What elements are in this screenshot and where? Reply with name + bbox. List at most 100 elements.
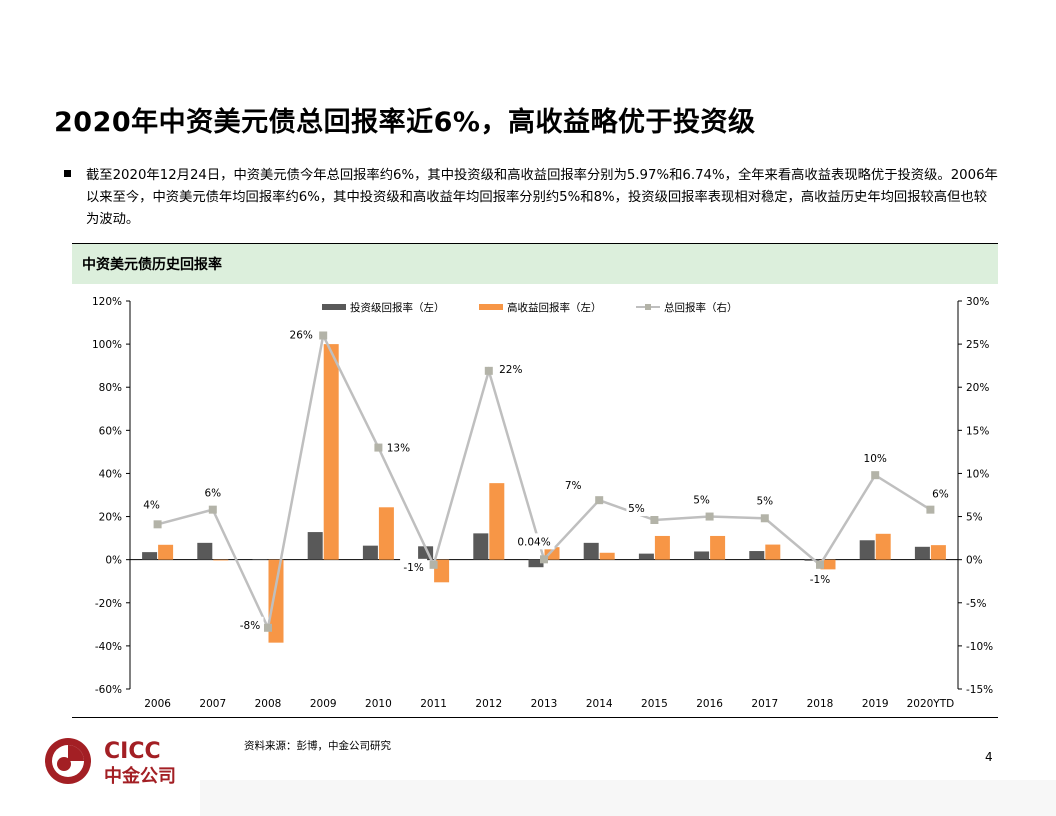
- data-label-box: [287, 326, 315, 343]
- x-tick-label: 2016: [696, 698, 723, 710]
- data-label-box: [384, 439, 412, 456]
- legend-label: 投资级回报率（左）: [350, 301, 445, 314]
- data-label-box: [563, 477, 584, 494]
- hy-bar: [378, 507, 394, 560]
- x-tick-label: 2013: [531, 698, 558, 710]
- left-tick-label: -40%: [95, 641, 122, 653]
- legend-label: 总回报率（右）: [664, 301, 738, 314]
- data-label-box: [754, 492, 775, 509]
- total-return-marker: [374, 443, 383, 452]
- total-return-marker: [153, 520, 162, 529]
- hy-bar: [820, 559, 836, 570]
- total-return-marker: [540, 555, 548, 564]
- data-label: -8%: [240, 620, 260, 632]
- legend-swatch: [322, 304, 346, 310]
- data-label: 7%: [565, 480, 582, 492]
- panel-top-rule: [72, 243, 998, 244]
- left-tick-label: 40%: [99, 468, 122, 480]
- hy-bar: [765, 544, 781, 560]
- x-tick-label: 2010: [365, 698, 392, 710]
- ig-bar: [473, 533, 489, 560]
- data-label: 5%: [628, 503, 645, 515]
- hy-bar: [654, 535, 670, 560]
- hy-bar: [710, 535, 726, 560]
- data-label-box: [236, 616, 264, 633]
- logo-text-chinese: 中金公司: [104, 765, 176, 787]
- page-title: 2020年中资美元债总回报率近6%，高收益略优于投资级: [54, 107, 756, 138]
- data-label-box: [141, 496, 162, 513]
- ig-bar: [362, 545, 378, 560]
- x-tick-label: 2014: [586, 698, 613, 710]
- panel-bottom-rule: [72, 717, 998, 718]
- returns-chart: -60% -40% -20% 0% 20% 40% 60% 80% 100% 120% -15% -1…: [92, 296, 993, 710]
- right-tick-label: 10%: [966, 468, 989, 480]
- bullet-marker: [64, 170, 71, 177]
- hy-bar: [599, 552, 615, 560]
- hy-bar: [323, 344, 339, 560]
- source-note: 资料来源：彭博，中金公司研究: [244, 740, 391, 752]
- hy-bar: [434, 559, 450, 583]
- data-label-box: [626, 500, 647, 517]
- total-return-marker: [705, 512, 714, 521]
- legend-label: 高收益回报率（左）: [507, 301, 602, 314]
- hy-bar: [930, 545, 946, 560]
- legend-swatch: [479, 304, 503, 310]
- left-tick-label: 100%: [92, 339, 122, 351]
- data-label: 4%: [143, 499, 160, 511]
- ig-bar: [197, 542, 213, 560]
- left-tick-label: -60%: [95, 684, 122, 696]
- data-label: 6%: [932, 489, 949, 501]
- data-label-box: [400, 558, 428, 575]
- footer-band: [200, 780, 1056, 816]
- chart-panel-header: 中资美元债历史回报率: [72, 244, 998, 284]
- total-return-marker: [650, 516, 659, 525]
- hy-bar: [875, 533, 891, 560]
- cicc-logo-graphic: CICC 中金公司: [45, 738, 176, 787]
- ig-bar: [749, 551, 765, 560]
- left-tick-label: 120%: [92, 296, 122, 308]
- data-label: 10%: [864, 453, 887, 465]
- x-tick-label: 2008: [255, 698, 282, 710]
- ig-bar: [804, 559, 820, 561]
- data-label: 0.04%: [517, 536, 550, 548]
- left-tick-label: 20%: [99, 512, 122, 524]
- data-label-box: [930, 485, 951, 502]
- ig-bar: [859, 540, 875, 560]
- right-tick-label: -10%: [966, 641, 993, 653]
- data-label: 26%: [290, 329, 313, 341]
- x-tick-label: 2015: [641, 698, 668, 710]
- ig-bar: [638, 553, 654, 560]
- data-label: 6%: [204, 488, 221, 500]
- ig-bar: [252, 559, 268, 560]
- total-return-marker: [319, 331, 328, 340]
- total-return-marker: [816, 560, 824, 569]
- x-tick-label: 2017: [751, 698, 778, 710]
- data-label: 5%: [693, 495, 710, 507]
- legend-marker-swatch: [645, 304, 651, 310]
- data-label: 13%: [387, 443, 410, 455]
- ig-bar: [307, 532, 323, 560]
- hy-bar: [158, 544, 174, 560]
- total-return-marker: [484, 366, 493, 375]
- right-tick-label: 25%: [966, 339, 989, 351]
- data-label-box: [691, 491, 712, 508]
- right-tick-label: -15%: [966, 684, 993, 696]
- left-tick-label: -20%: [95, 598, 122, 610]
- x-tick-label: 2012: [475, 698, 502, 710]
- data-label-box: [202, 484, 223, 501]
- right-tick-label: 15%: [966, 425, 989, 437]
- data-label: 5%: [756, 495, 773, 507]
- data-label-box: [806, 570, 834, 587]
- total-return-marker: [595, 496, 604, 505]
- hy-bar: [268, 559, 284, 643]
- logo-text-latin: CICC: [104, 739, 161, 764]
- total-return-marker: [264, 623, 272, 632]
- summary-text: 截至2020年12月24日，中资美元债今年总回报率约6%，其中投资级和高收益回报…: [86, 168, 998, 227]
- x-tick-label: 2009: [310, 698, 337, 710]
- data-label: 22%: [499, 364, 522, 376]
- total-return-marker: [429, 560, 438, 569]
- total-return-marker: [926, 505, 935, 514]
- ig-bar: [142, 552, 158, 560]
- x-tick-label: 2018: [807, 698, 834, 710]
- right-tick-label: 20%: [966, 382, 989, 394]
